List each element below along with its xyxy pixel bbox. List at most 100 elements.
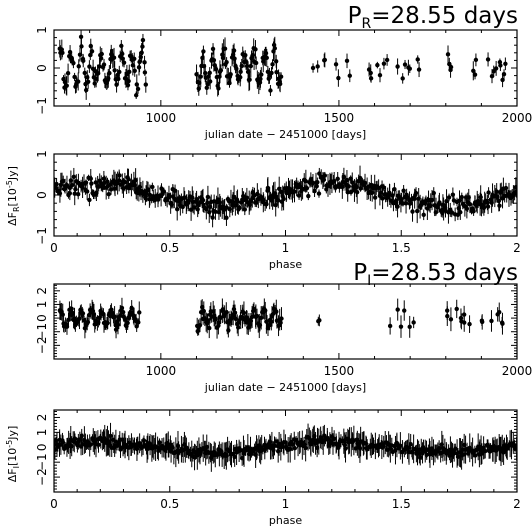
data-point [255, 191, 260, 197]
data-point [497, 59, 503, 65]
y-tick-label: 2 [35, 287, 49, 295]
data-point [54, 181, 59, 187]
data-point [210, 215, 215, 220]
data-point [372, 195, 378, 200]
data-point [400, 76, 405, 81]
data-point [416, 67, 422, 72]
data-point [138, 54, 143, 60]
data-point [457, 198, 462, 203]
data-point [71, 174, 77, 180]
data-point [235, 199, 240, 204]
data-point [205, 200, 210, 206]
data-point [480, 319, 485, 325]
y-tick-label: 2 [35, 414, 49, 422]
data-point [471, 68, 476, 73]
data-point [272, 46, 277, 51]
data-point [269, 319, 274, 324]
data-point [503, 61, 508, 67]
data-point [253, 47, 258, 52]
data-point [228, 72, 233, 77]
data-point [292, 189, 297, 194]
x-tick-label: 1000 [146, 364, 177, 378]
data-point [314, 184, 319, 189]
data-point [322, 58, 327, 63]
data-point [71, 60, 76, 66]
data-point [235, 325, 241, 330]
data-point [278, 320, 283, 325]
data-point [205, 82, 210, 87]
data-point [244, 63, 250, 69]
ylabel-r-unit: Jy] [6, 166, 19, 181]
data-point [288, 446, 293, 452]
data-point [321, 177, 327, 182]
data-point [303, 179, 309, 184]
y-tick-label: −1 [35, 97, 49, 115]
data-point [335, 176, 340, 182]
data-point [108, 433, 113, 439]
data-point [253, 60, 259, 66]
data-point [244, 315, 249, 320]
data-point [76, 64, 81, 69]
x-axis-title: julian date − 2451000 [days] [204, 128, 366, 141]
ylabel-r-rest: [10 [6, 188, 19, 206]
data-point [387, 323, 393, 329]
data-point [368, 70, 373, 76]
data-point [395, 307, 400, 312]
data-point [411, 320, 416, 325]
data-point [242, 207, 247, 212]
period-title-r-sub: R [362, 16, 372, 32]
data-point [60, 312, 65, 317]
data-point [125, 320, 130, 326]
data-point [203, 70, 208, 76]
data-point [72, 74, 77, 80]
data-point [501, 72, 507, 77]
data-point [200, 198, 206, 203]
data-point [303, 445, 308, 451]
data-point [263, 51, 269, 56]
data-point [237, 205, 242, 211]
x-tick-label: 1500 [324, 364, 355, 378]
data-point [222, 46, 228, 51]
data-point [132, 56, 137, 61]
data-point [111, 55, 117, 60]
data-point [347, 73, 352, 78]
data-point [317, 171, 322, 176]
data-point [273, 202, 278, 208]
data-point [85, 75, 90, 80]
data-point [115, 322, 121, 327]
data-point [315, 179, 320, 185]
plot-frame [53, 29, 518, 107]
data-point [161, 189, 167, 194]
x-tick-label: 0.5 [160, 497, 179, 511]
data-point [89, 49, 95, 54]
data-point [431, 190, 436, 196]
x-tick-label: 1.5 [392, 497, 411, 511]
data-point [143, 82, 149, 87]
data-point [204, 444, 209, 450]
plot-frame [53, 283, 518, 360]
data-point [491, 69, 496, 74]
data-point [69, 306, 74, 311]
data-point [381, 61, 387, 66]
data-point [232, 454, 237, 460]
data-point [117, 173, 122, 178]
data-point [427, 203, 433, 209]
data-point [239, 63, 244, 69]
data-point [244, 195, 250, 200]
x-tick-label: 1 [282, 497, 290, 511]
data-point [324, 187, 329, 192]
data-point [150, 184, 155, 190]
data-point [248, 63, 254, 69]
data-point [485, 200, 490, 205]
ylabel-i-rest: [10 [6, 448, 19, 466]
data-point [264, 201, 269, 207]
data-point [247, 77, 252, 82]
data-point [101, 176, 107, 181]
data-point [408, 441, 413, 447]
r-band-light-curve-panel: 1000 1500 2000 −1 0 1 julian date − 2451000 [d… [35, 26, 532, 141]
x-tick-label: 1000 [146, 111, 177, 125]
data-point [421, 212, 426, 218]
data-point [265, 185, 271, 191]
data-point [493, 66, 499, 71]
data-point [59, 47, 65, 52]
